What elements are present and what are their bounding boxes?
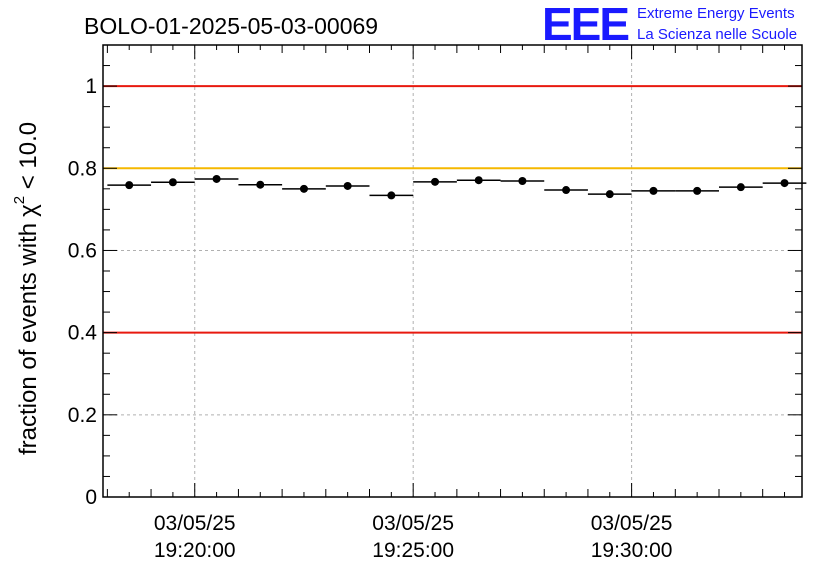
data-point: [649, 186, 658, 195]
data-point: [431, 177, 440, 186]
reference-lines: [103, 85, 802, 334]
plot-frame: [102, 44, 803, 498]
data-point: [387, 191, 396, 200]
y-tick-label: 0: [85, 486, 97, 509]
data-point: [518, 177, 527, 186]
data-points: [107, 174, 807, 200]
data-point: [605, 190, 614, 199]
logo-line1: Extreme Energy Events: [637, 5, 795, 22]
y-tick-label: 0.4: [68, 322, 98, 345]
data-point: [125, 181, 134, 190]
y-axis-label-text: fraction of events with: [15, 223, 42, 455]
data-point: [562, 186, 571, 195]
y-axis-label-exponent: 2: [11, 196, 28, 204]
y-tick-label: 1: [85, 75, 97, 98]
y-tick-label: 0.6: [68, 239, 97, 262]
y-axis-label-symbol: χ: [15, 204, 42, 217]
grid: [103, 45, 802, 497]
data-point: [736, 183, 745, 192]
y-axis-label-suffix: < 10.0: [15, 122, 42, 196]
y-axis-label: fraction of events with χ2 < 10.0: [11, 122, 42, 455]
x-tick-label-time: 19:25:00: [372, 539, 454, 562]
data-point: [343, 181, 352, 190]
data-point: [168, 178, 177, 187]
data-point: [299, 184, 308, 193]
x-axis-ticks: 03/05/25 19:20:00 03/05/25 19:25:00 03/05/25…: [106, 45, 786, 562]
chart-title: BOLO-01-2025-05-03-00069: [84, 13, 378, 39]
x-tick-label-date: 03/05/25: [372, 512, 454, 535]
y-axis-ticks: 0 0.2 0.4 0.6 0.8 1: [68, 44, 802, 509]
x-tick-label-time: 19:20:00: [154, 539, 236, 562]
data-point: [256, 180, 265, 189]
x-tick-label-date: 03/05/25: [154, 512, 236, 535]
logo-line2: La Scienza nelle Scuole: [637, 26, 797, 43]
eee-logo: EEE Extreme Energy Events La Scienza nel…: [542, 0, 797, 50]
data-point: [693, 186, 702, 195]
axes: [102, 44, 803, 498]
data-point: [474, 176, 483, 185]
y-tick-label: 0.2: [68, 404, 97, 427]
logo-mark: EEE: [542, 0, 628, 50]
data-point: [212, 174, 221, 183]
y-tick-label: 0.8: [68, 157, 97, 180]
x-tick-label-time: 19:30:00: [591, 539, 673, 562]
data-point: [780, 179, 789, 188]
x-tick-label-date: 03/05/25: [591, 512, 673, 535]
